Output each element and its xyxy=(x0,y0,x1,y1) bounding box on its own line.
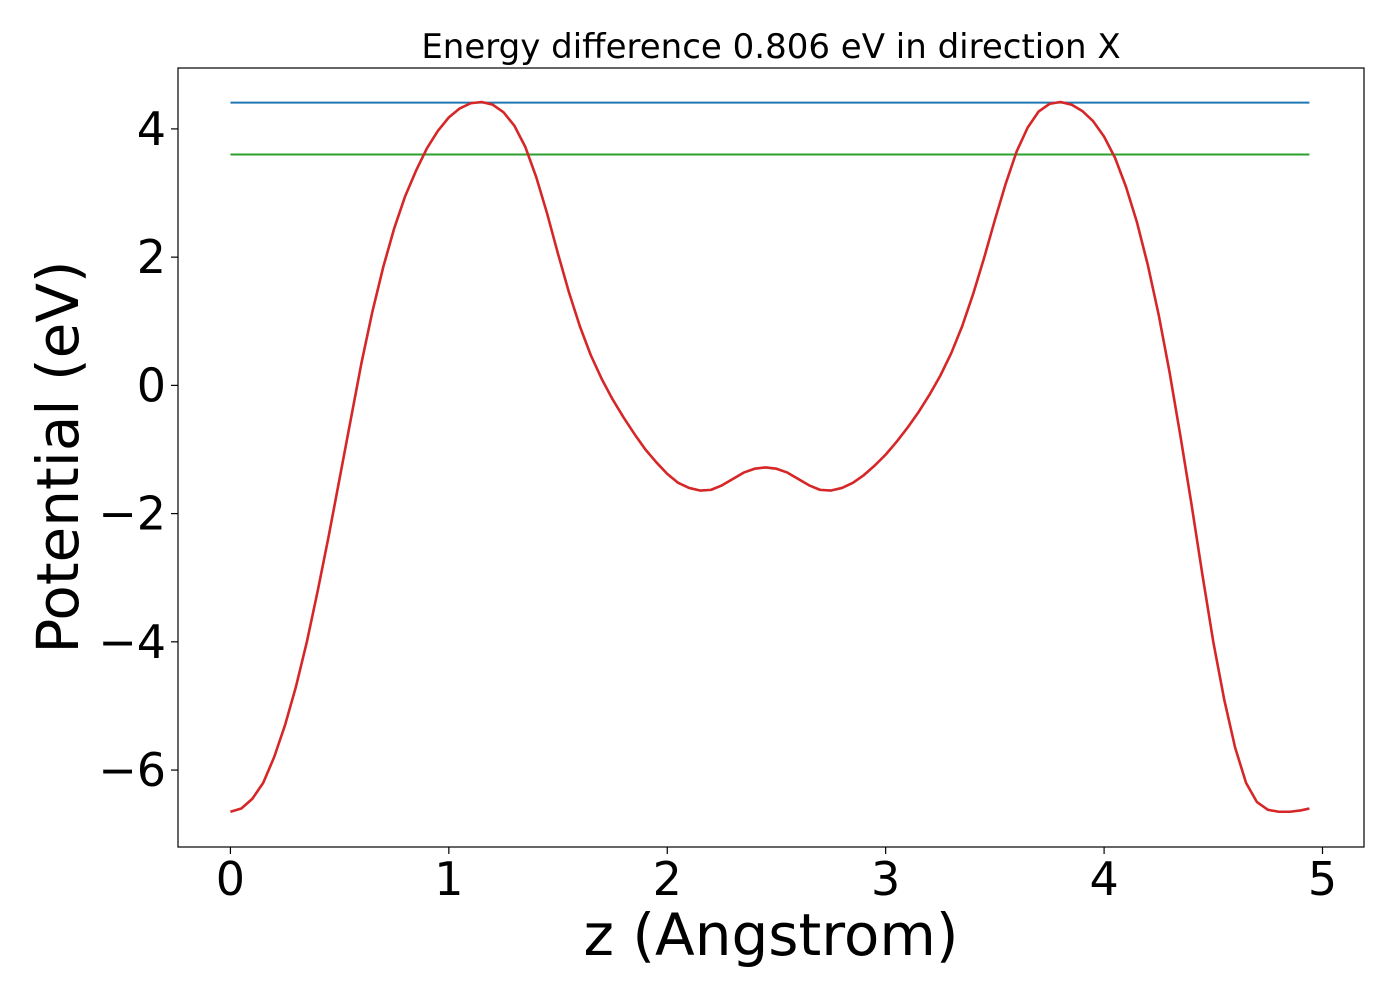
y-tick-label: −2 xyxy=(98,487,166,541)
x-tick-label: 0 xyxy=(216,852,245,906)
y-tick-label: −6 xyxy=(98,743,166,797)
y-tick-label: 4 xyxy=(137,102,166,156)
chart-title: Energy difference 0.806 eV in direction … xyxy=(421,27,1120,67)
x-axis: 0 1 2 3 4 5 xyxy=(216,847,1337,906)
x-axis-label: z (Angstrom) xyxy=(584,901,959,969)
series-layer xyxy=(230,100,1310,814)
plot-area-frame xyxy=(177,67,1365,848)
x-tick-label: 4 xyxy=(1089,852,1118,906)
y-axis: −6 −4 −2 0 2 4 xyxy=(98,102,178,797)
y-tick-label: 0 xyxy=(137,358,166,412)
potential-curve xyxy=(230,100,1310,814)
x-tick-label: 2 xyxy=(653,852,682,906)
x-tick-label: 3 xyxy=(871,852,900,906)
x-tick-label: 1 xyxy=(434,852,463,906)
y-axis-label: Potential (eV) xyxy=(24,260,92,653)
y-tick-label: 2 xyxy=(137,230,166,284)
y-tick-label: −4 xyxy=(98,615,166,669)
x-tick-label: 5 xyxy=(1308,852,1337,906)
